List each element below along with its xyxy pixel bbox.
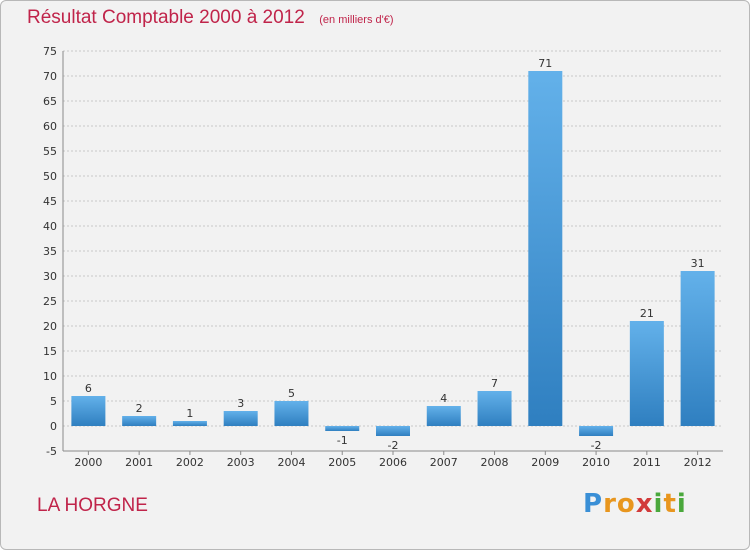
- data-label-2002: 1: [186, 407, 193, 420]
- logo-letter: x: [635, 489, 654, 519]
- data-label-2003: 3: [237, 397, 244, 410]
- x-tick-label: 2001: [125, 456, 153, 469]
- y-tick-label: 25: [43, 295, 57, 308]
- proxiti-logo: Proxiti: [583, 489, 687, 519]
- y-tick-label: 5: [50, 395, 57, 408]
- data-label-2012: 31: [691, 257, 705, 270]
- y-tick-label: 0: [50, 420, 57, 433]
- bar-2009: [528, 71, 563, 426]
- x-tick-label: 2008: [481, 456, 509, 469]
- bar-2010: [579, 426, 614, 436]
- commune-name: LA HORGNE: [37, 495, 148, 516]
- data-label-2010: -2: [591, 439, 602, 452]
- x-tick-label: 2003: [227, 456, 255, 469]
- y-tick-label: 10: [43, 370, 57, 383]
- bar-2003: [223, 411, 258, 426]
- data-label-2009: 71: [538, 57, 552, 70]
- y-tick-label: 55: [43, 145, 57, 158]
- bar-2006: [376, 426, 410, 436]
- bar-2004: [274, 401, 309, 426]
- data-label-2004: 5: [288, 387, 295, 400]
- y-tick-label: 35: [43, 245, 57, 258]
- x-tick-label: 2000: [74, 456, 102, 469]
- logo-letter: i: [653, 489, 664, 519]
- bar-2001: [122, 416, 157, 426]
- data-label-2000: 6: [85, 382, 92, 395]
- chart-title-main: Résultat Comptable 2000 à 2012: [27, 7, 305, 28]
- x-tick-label: 2007: [430, 456, 458, 469]
- y-tick-label: 30: [43, 270, 57, 283]
- data-label-2001: 2: [136, 402, 143, 415]
- bar-2002: [172, 421, 207, 426]
- y-tick-label: 60: [43, 120, 57, 133]
- x-tick-label: 2004: [277, 456, 305, 469]
- bar-2012: [680, 271, 715, 426]
- logo-letter: o: [616, 489, 636, 519]
- logo-letter: t: [663, 489, 677, 519]
- x-tick-label: 2010: [582, 456, 610, 469]
- logo-letter: r: [603, 489, 617, 519]
- y-tick-label: 45: [43, 195, 57, 208]
- y-tick-label: 40: [43, 220, 57, 233]
- x-tick-label: 2006: [379, 456, 407, 469]
- bar-layer: [71, 71, 715, 436]
- bar-2007: [426, 406, 461, 426]
- y-tick-label: 50: [43, 170, 57, 183]
- y-tick-label: 15: [43, 345, 57, 358]
- y-tick-label: 20: [43, 320, 57, 333]
- chart-title-unit: (en milliers d'€): [319, 14, 394, 26]
- data-label-2008: 7: [491, 377, 498, 390]
- data-label-2007: 4: [440, 392, 447, 405]
- x-tick-label: 2009: [531, 456, 559, 469]
- x-tick-label: 2011: [633, 456, 661, 469]
- logo-letter: P: [583, 489, 604, 519]
- bar-2000: [71, 396, 106, 426]
- bar-2011: [629, 321, 664, 426]
- data-label-2006: -2: [388, 439, 399, 452]
- y-tick-label: 75: [43, 45, 57, 58]
- grid-layer: [63, 50, 723, 452]
- y-tick-label: 70: [43, 70, 57, 83]
- bar-2005: [325, 426, 360, 431]
- y-tick-label: 65: [43, 95, 57, 108]
- data-label-2005: -1: [337, 434, 348, 447]
- data-label-2011: 21: [640, 307, 654, 320]
- bar-2008: [477, 391, 512, 426]
- x-tick-label: 2012: [684, 456, 712, 469]
- logo-letter: i: [676, 489, 687, 519]
- x-tick-label: 2005: [328, 456, 356, 469]
- x-tick-label: 2002: [176, 456, 204, 469]
- y-tick-label: -5: [46, 445, 57, 458]
- chart-title: Résultat Comptable 2000 à 2012 (en milli…: [27, 7, 394, 29]
